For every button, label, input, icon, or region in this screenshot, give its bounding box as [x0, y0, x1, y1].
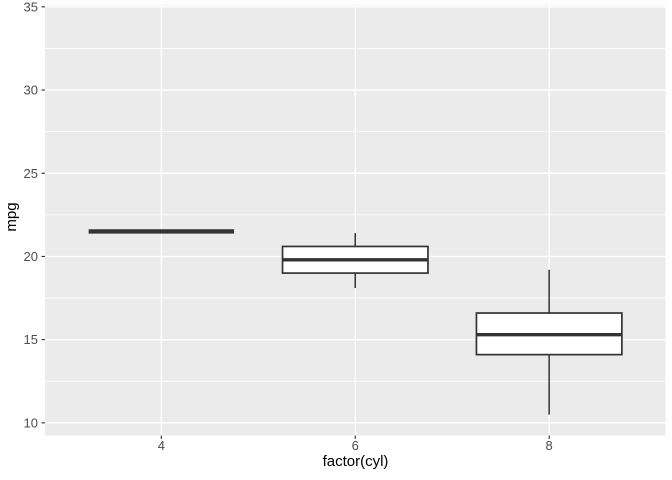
- x-axis: 4 6 8: [158, 435, 553, 453]
- boxplot-8: [475, 269, 623, 415]
- y-axis-title: mpg: [3, 202, 20, 232]
- y-tick-label-35: 35: [24, 0, 38, 14]
- x-tick-label-8: 8: [546, 438, 553, 453]
- x-tick-label-6: 6: [352, 438, 359, 453]
- y-axis: 10 15 20 25 30 35: [24, 0, 45, 430]
- y-tick-label-30: 30: [24, 83, 38, 98]
- boxplot-6: [281, 233, 429, 289]
- x-tick-label-4: 4: [158, 438, 165, 453]
- y-tick-label-25: 25: [24, 166, 38, 181]
- x-axis-title: factor(cyl): [322, 453, 389, 470]
- y-tick-label-15: 15: [24, 332, 38, 347]
- y-tick-label-10: 10: [24, 415, 38, 430]
- y-tick-label-20: 20: [24, 249, 38, 264]
